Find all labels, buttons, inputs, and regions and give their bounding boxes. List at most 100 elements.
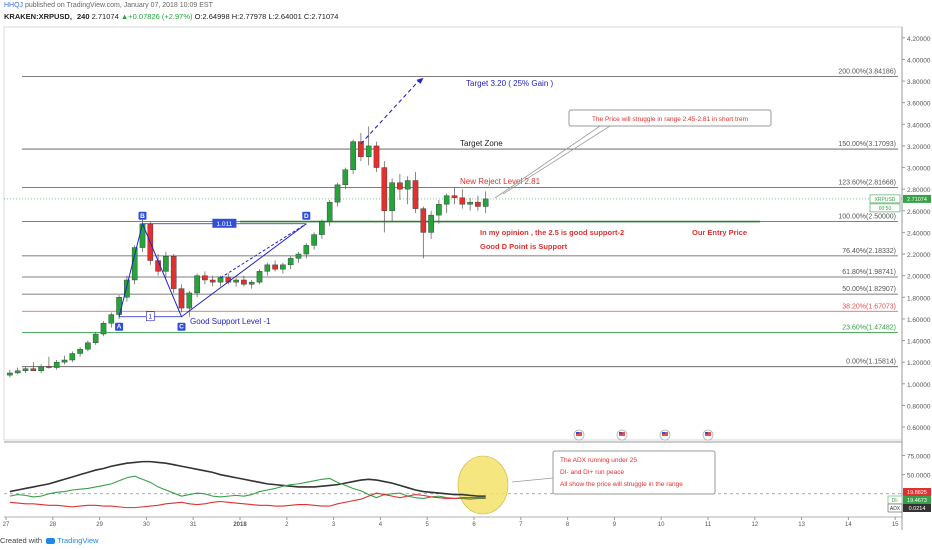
ratio-label-bg — [212, 218, 237, 228]
annotation-opinion: In my opinion , the 2.5 is good support-… — [480, 228, 624, 237]
adx-note-3: All show the price will struggle in the … — [560, 481, 683, 488]
symbol-name[interactable]: KRAKEN:XRPUSD — [4, 12, 70, 21]
time-axis[interactable]: 27282930312018234567891011121314151617 — [3, 516, 932, 528]
time-tick-label: 4 — [379, 522, 383, 528]
price-tick-label: 3.80000 — [907, 79, 931, 86]
price-tick-label: 3.20000 — [907, 144, 931, 151]
main-panel[interactable] — [3, 26, 903, 530]
candle-up — [319, 221, 325, 235]
candle-up — [389, 182, 395, 211]
price-tick-label: 1.20000 — [907, 360, 931, 367]
candle-up — [280, 264, 286, 270]
price-tick-label: 2.80000 — [907, 187, 931, 194]
time-tick-label: 29 — [96, 522, 103, 528]
candle-up — [186, 292, 193, 309]
base-label-bg — [146, 311, 155, 322]
time-tick-label: 2 — [285, 522, 289, 528]
price-tick-label: 3.00000 — [907, 166, 931, 173]
adx-callout-box[interactable] — [552, 450, 716, 495]
cd-projection-line[interactable] — [220, 223, 307, 279]
adx-value-tag-box — [903, 504, 931, 512]
abcd-pattern-line[interactable] — [118, 222, 307, 318]
candle-up — [342, 169, 349, 186]
time-tick-label: 9 — [613, 522, 617, 528]
main-panel-frame — [3, 26, 903, 441]
economic-event-icon[interactable] — [616, 429, 628, 441]
chart-canvas[interactable]: 200.00%(3.84186)150.00%(3.17093)123.60%(… — [0, 0, 932, 536]
abcd-pattern[interactable]: A B C D 1.011 1 — [115, 77, 424, 331]
price-tick-label: 0.60000 — [907, 425, 931, 432]
last-price-tag-box — [903, 194, 931, 203]
time-tick-label: 15 — [892, 522, 899, 528]
candle-up — [53, 361, 60, 368]
candle-up — [124, 279, 130, 298]
time-tick-label: 7 — [519, 522, 523, 528]
economic-event-icon[interactable] — [659, 429, 671, 441]
pattern-point-b-marker[interactable] — [138, 211, 147, 220]
pattern-point-c-marker[interactable] — [177, 322, 186, 331]
tradingview-brand[interactable]: TradingView — [57, 536, 99, 545]
time-tick-label: 28 — [49, 522, 56, 528]
adx-value-tag-box — [903, 496, 931, 504]
candle-up — [443, 195, 450, 205]
candle-up — [14, 370, 21, 374]
callout-box[interactable] — [568, 109, 772, 127]
target-projection-line[interactable] — [360, 78, 421, 145]
candle-down — [178, 288, 185, 309]
price-tick-label: 1.00000 — [907, 382, 931, 389]
annotations: Target 3.20 ( 25% Gain ) Target Zone New R… — [190, 79, 772, 441]
time-tick-label: 30 — [143, 522, 150, 528]
candle-up — [116, 297, 122, 315]
chart-header: HHQJ published on TradingView.com, Janua… — [0, 0, 932, 26]
time-tick-label: 6 — [472, 522, 476, 528]
candle-up — [428, 214, 434, 233]
publish-text: published on TradingView.com, January 07… — [25, 2, 213, 9]
price-axis[interactable]: 4.20000 4.00000 3.80000 3.60000 3.40000 3.200… — [869, 36, 931, 432]
adx-value-tag: 19.8825 — [907, 490, 927, 496]
pattern-point-d-marker[interactable] — [302, 211, 311, 220]
candle-down — [46, 366, 52, 368]
pattern-point-a-marker[interactable] — [115, 322, 124, 331]
time-tick-label: 8 — [566, 522, 570, 528]
candle-up — [287, 258, 294, 266]
economic-event-icon[interactable] — [702, 429, 714, 441]
time-tick-label: 2018 — [233, 522, 247, 528]
price-tick-label: 2.60000 — [907, 209, 931, 216]
fib-level-label: 0.00%(1.15814) — [846, 359, 896, 366]
footer: Created with TradingView — [0, 536, 932, 550]
candle-down — [202, 275, 208, 281]
candle-up — [311, 234, 317, 246]
candle-up — [217, 277, 224, 283]
candle-up — [256, 271, 263, 283]
time-tick-label: 14 — [845, 522, 852, 528]
last-price: 2.71074 — [91, 12, 119, 21]
change-up-icon: ▲ — [120, 12, 129, 21]
annotation-support1: Good Support Level -1 — [190, 317, 271, 326]
fib-level-label: 50.00%(1.82907) — [842, 286, 896, 293]
economic-event-icon[interactable] — [573, 429, 585, 441]
fib-level-label: 123.60%(2.81668) — [838, 179, 896, 186]
pattern-point-d-label: D — [304, 213, 309, 220]
candle-up — [248, 281, 255, 285]
candle-up — [38, 366, 44, 372]
adx-label-tag: DI- — [892, 498, 899, 504]
timeframe[interactable]: 240 — [77, 12, 90, 21]
price-change: +0.07826 (+2.97%) — [128, 12, 193, 21]
price-tick-label: 3.40000 — [907, 122, 931, 129]
fib-level-label: 23.60%(1.47482) — [842, 324, 896, 331]
author-link[interactable]: HHQJ — [4, 2, 24, 9]
candle-up — [194, 275, 200, 294]
candle-down — [209, 279, 216, 283]
adx-panel[interactable]: 75.000050.000025.000019.882519.4673DI-0.… — [4, 441, 931, 515]
price-tick-label: 1.60000 — [907, 317, 931, 324]
callout-pointer — [494, 125, 601, 199]
candle-down — [272, 264, 278, 270]
candle-down — [475, 201, 481, 207]
candle-down — [451, 195, 458, 199]
highlight-ellipse — [457, 455, 509, 515]
adx-note-2: DI- and DI+ run peace — [560, 469, 625, 476]
candle-up — [7, 372, 13, 376]
time-tick-label: 27 — [3, 522, 10, 528]
price-tick-label: 2.20000 — [907, 252, 931, 259]
fibonacci-levels[interactable]: 200.00%(3.84186)150.00%(3.17093)123.60%(… — [4, 69, 902, 368]
